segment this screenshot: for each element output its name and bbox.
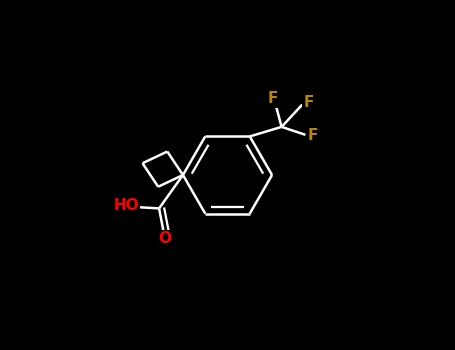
Text: O: O <box>158 231 172 246</box>
Text: F: F <box>307 128 318 143</box>
Text: F: F <box>303 94 314 110</box>
Text: HO: HO <box>113 198 139 214</box>
Text: F: F <box>268 91 278 106</box>
